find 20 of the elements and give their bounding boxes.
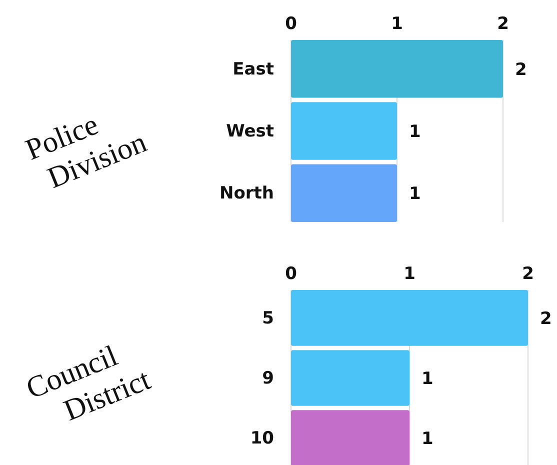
- x-tick-label: 0: [285, 14, 298, 34]
- x-tick-label: 1: [404, 264, 416, 284]
- y-tick-label: 10: [250, 428, 274, 449]
- data-label: 1: [409, 184, 421, 204]
- text: Council District: [22, 339, 156, 428]
- data-label: 1: [422, 429, 434, 450]
- data-label: 2: [540, 308, 552, 329]
- data-label: 1: [409, 122, 421, 142]
- x-tick-label: 2: [522, 264, 534, 284]
- data-label: 2: [515, 60, 527, 80]
- text: Police Division: [20, 108, 152, 195]
- y-tick-label: West: [226, 121, 274, 142]
- data-label: 1: [422, 368, 434, 389]
- y-tick-label: 9: [262, 368, 274, 388]
- y-tick-label: 5: [262, 308, 274, 328]
- x-tick-label: 2: [497, 14, 509, 34]
- x-tick-label: 1: [391, 14, 403, 34]
- x-tick-label: 0: [285, 264, 298, 284]
- y-tick-label: East: [232, 59, 274, 80]
- y-tick-label: North: [219, 184, 274, 204]
